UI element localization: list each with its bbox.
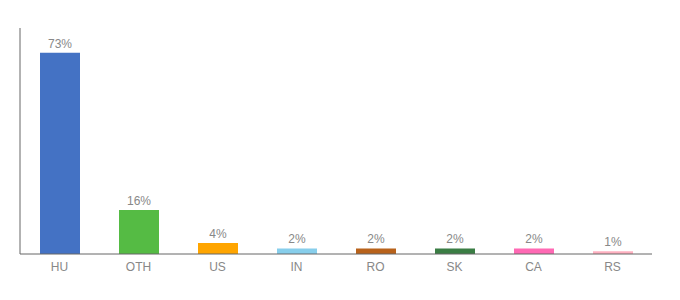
svg-text:RO: RO bbox=[367, 260, 385, 274]
svg-text:16%: 16% bbox=[127, 194, 151, 208]
svg-text:IN: IN bbox=[291, 260, 303, 274]
svg-text:OTH: OTH bbox=[126, 260, 151, 274]
svg-text:4%: 4% bbox=[209, 227, 227, 241]
svg-text:2%: 2% bbox=[525, 232, 543, 246]
svg-text:2%: 2% bbox=[288, 232, 306, 246]
svg-text:2%: 2% bbox=[446, 232, 464, 246]
svg-text:SK: SK bbox=[446, 260, 462, 274]
svg-text:RS: RS bbox=[604, 260, 621, 274]
svg-text:1%: 1% bbox=[604, 235, 622, 249]
svg-text:US: US bbox=[209, 260, 226, 274]
svg-text:HU: HU bbox=[51, 260, 68, 274]
svg-text:CA: CA bbox=[525, 260, 542, 274]
svg-text:2%: 2% bbox=[367, 232, 385, 246]
svg-text:73%: 73% bbox=[48, 37, 72, 51]
